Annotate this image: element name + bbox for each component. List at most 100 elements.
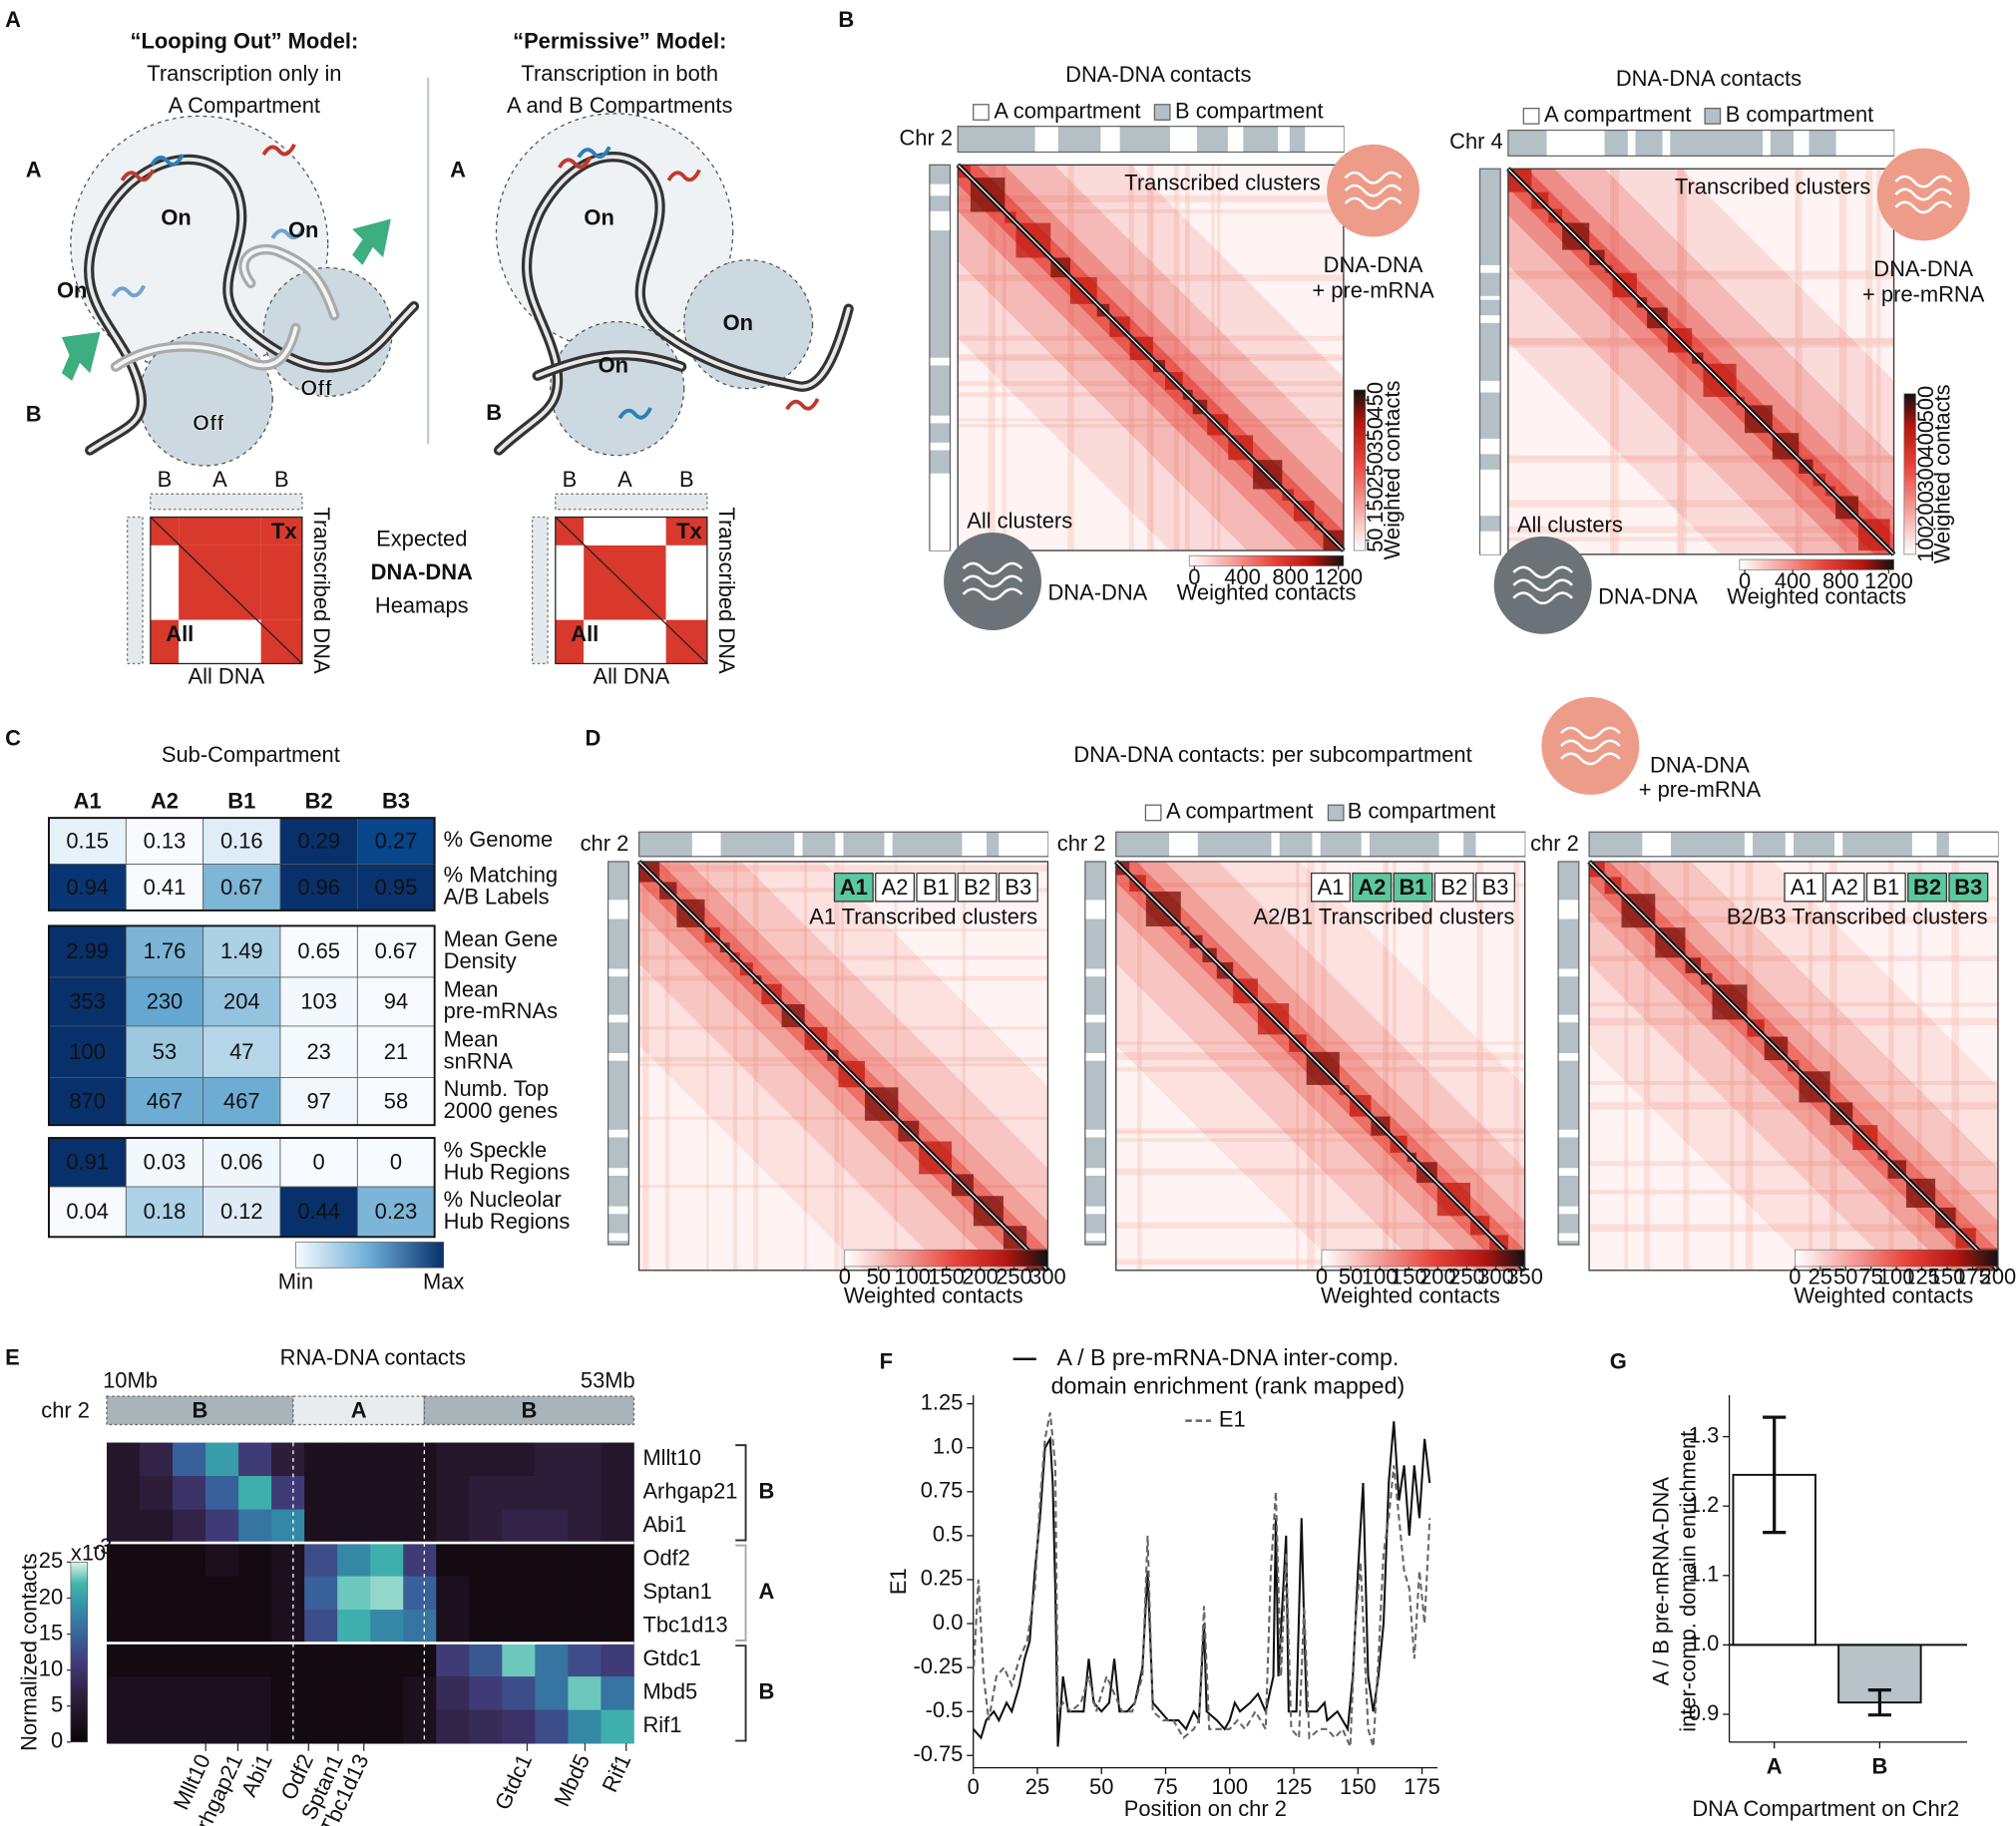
- subcompartment-chip: [1784, 872, 1824, 903]
- cell-value: 94: [384, 989, 408, 1014]
- table-cell: [202, 817, 281, 865]
- chromatin-core: [241, 247, 337, 318]
- compartment-gap: [1480, 438, 1500, 455]
- icon-strand: [1344, 196, 1403, 210]
- colorbar-label: Weighted contacts: [844, 1283, 1023, 1308]
- y-axis-label: A / B pre-mRNA-DNA: [1648, 1477, 1673, 1686]
- group-bracket: [735, 1544, 747, 1642]
- heatmap-cell: [271, 1610, 305, 1643]
- cell-value: 0.16: [220, 828, 263, 853]
- colorbar: [1739, 558, 1894, 570]
- colorbar-tick-label: 200: [1980, 1264, 2016, 1288]
- matrix-frame: [555, 516, 708, 665]
- compartment-side-label: B: [486, 400, 502, 425]
- map-title: DNA-DNA contacts: [1616, 66, 1802, 91]
- heatmap-stripe: [1644, 861, 1651, 1271]
- table-cell: [279, 817, 358, 865]
- heatmap-cell: [502, 1610, 536, 1643]
- transcript: [666, 169, 701, 183]
- heatmap-cell: [337, 1676, 371, 1711]
- colorbar-tick-label: 400: [1775, 568, 1812, 593]
- heatmap-cell: [568, 1709, 602, 1744]
- heatmap-cell: [271, 1476, 305, 1510]
- heatmap-cell: [469, 1442, 503, 1477]
- table-title: Sub-Compartment: [162, 742, 340, 767]
- colorbar-tick-label: 175: [1954, 1264, 1991, 1288]
- table-cell: [125, 1077, 204, 1126]
- heatmap-cell: [238, 1610, 272, 1643]
- cell-value: 0.91: [66, 1150, 109, 1175]
- heatmap-diagonal: [1507, 168, 1895, 555]
- heatmap-stripe: [1507, 526, 1894, 534]
- row-label: A/B Labels: [444, 884, 550, 909]
- heatmap-cell: [535, 1676, 569, 1711]
- heatmap-diagonal: [1588, 861, 1999, 1272]
- gene-label: Abi1: [642, 1512, 686, 1537]
- y-tick-label: -0.75: [913, 1741, 963, 1766]
- expected-cell: [179, 619, 261, 664]
- compartment-segment: [106, 1395, 294, 1426]
- heatmap-stripe: [1745, 861, 1754, 1271]
- expected-cell: [555, 545, 585, 620]
- heatmap-cell: [436, 1709, 470, 1744]
- heatmap-cell: [601, 1709, 634, 1744]
- y-tick-label: 1.0: [933, 1434, 963, 1459]
- heatmap-cell: [140, 1442, 174, 1477]
- heatmap-cell: [205, 1576, 239, 1611]
- heatmap-cell: [205, 1509, 239, 1544]
- tx-label: Tx: [676, 519, 702, 544]
- legend-label: B compartment: [1175, 98, 1324, 123]
- heatmap-cell: [106, 1543, 141, 1577]
- gene-label: Odf2: [642, 1546, 690, 1571]
- loop-arrow: [61, 331, 101, 381]
- colorbar-tick-label: 0: [839, 1264, 851, 1288]
- colorbar-label: Weighted contacts: [1321, 1283, 1500, 1308]
- heatmap-cell: [106, 1610, 141, 1643]
- row-label: 2000 genes: [444, 1098, 559, 1123]
- rna-dna-icon: [1541, 696, 1640, 795]
- compartment-gap: [1085, 1052, 1105, 1061]
- table-cell: [125, 925, 204, 978]
- heatmap-cell: [271, 1676, 305, 1711]
- heatmap-cell: [205, 1643, 239, 1677]
- colorbar-tick-label: 150: [1391, 1264, 1427, 1288]
- x-tick-label: 125: [1276, 1774, 1313, 1799]
- compartment-gap: [608, 968, 628, 977]
- colorbar-tick-label: 0: [1739, 568, 1751, 593]
- y-tick-label: 1.3: [1689, 1422, 1719, 1447]
- y-tick-label: 1.25: [921, 1389, 964, 1414]
- matrix-diagonal: [150, 517, 303, 664]
- compartment-side-label: A: [26, 158, 42, 183]
- table-cell: [125, 1137, 204, 1188]
- error-bar: [1867, 1688, 1891, 1717]
- matrix-col-label: A: [617, 467, 632, 492]
- icon-label: DNA-DNA: [1324, 252, 1423, 277]
- row-label: Mean Gene: [444, 926, 558, 951]
- heatmap-stripe: [1589, 1080, 1998, 1085]
- compartment-gap: [1558, 1052, 1579, 1061]
- axis-label: All DNA: [594, 663, 670, 688]
- heatmap-cell: [535, 1543, 569, 1577]
- heatmap-cell: [337, 1543, 371, 1577]
- compartment-gap: [1948, 832, 1998, 857]
- heatmap-cell: [568, 1643, 602, 1677]
- compartment-gap: [1794, 131, 1810, 156]
- heatmap-cell: [238, 1476, 272, 1510]
- compartment-gap: [1034, 127, 1058, 152]
- cluster-label: All clusters: [1517, 512, 1623, 537]
- heatmap-stripe: [1507, 500, 1894, 508]
- heatmap-stripe: [1809, 861, 1814, 1271]
- compartment-gap: [1085, 1168, 1105, 1176]
- y-tick-label: 0.25: [921, 1566, 964, 1591]
- heatmap-cell: [140, 1643, 174, 1677]
- heatmap-stripe: [1115, 1168, 1525, 1176]
- on-label: On: [161, 204, 191, 229]
- heatmap-cell: [205, 1476, 239, 1510]
- colorbar-tick-label: 100: [1913, 526, 1938, 562]
- table-cell: [125, 1186, 204, 1238]
- heatmap-stripe: [1217, 165, 1221, 551]
- legend-label: B compartment: [1726, 102, 1874, 127]
- heatmap-cell: [601, 1576, 634, 1611]
- subcompartment-chip: [1824, 872, 1865, 903]
- table-cell: [202, 1137, 281, 1188]
